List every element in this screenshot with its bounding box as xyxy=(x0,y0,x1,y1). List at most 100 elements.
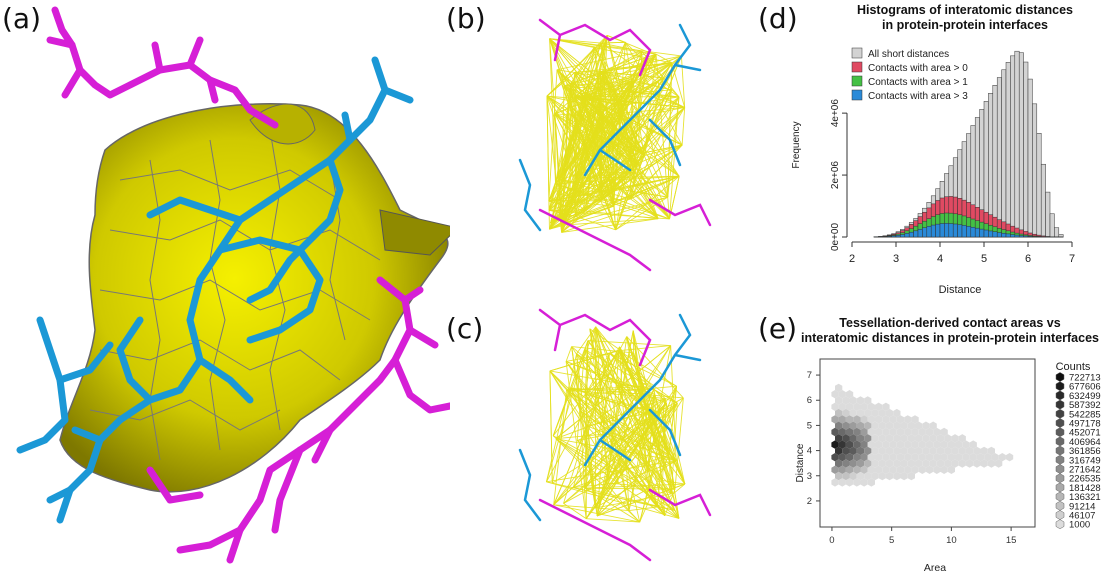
hexbin-cell xyxy=(893,421,901,430)
hexbin-cell xyxy=(842,459,850,468)
hexbin-cell xyxy=(864,446,872,456)
hist-bar xyxy=(891,235,897,238)
hexbin-cell xyxy=(911,440,919,449)
hist-bar xyxy=(886,236,892,238)
hist-bar xyxy=(1058,234,1064,238)
hexbin-cell xyxy=(900,471,908,481)
hexbin-cell xyxy=(893,446,901,456)
blue-chain xyxy=(16,56,414,524)
hexbin-cell xyxy=(893,459,901,468)
hist-bar xyxy=(895,235,901,238)
hexbin-cell xyxy=(904,453,912,462)
hexbin-cell xyxy=(882,415,890,424)
chart-d-title-line2: in protein-protein interfaces xyxy=(882,18,1048,32)
hexbin-cell xyxy=(915,459,923,468)
legend-label: 181428 xyxy=(1069,483,1101,494)
legend-hex xyxy=(1055,464,1065,474)
legend-label: 361856 xyxy=(1069,446,1101,457)
legend-label: 136321 xyxy=(1069,492,1101,503)
legend-label: 1000 xyxy=(1069,520,1090,531)
hexbin-cell xyxy=(951,446,959,456)
hexbin-cell xyxy=(889,453,897,462)
hexbin-cell xyxy=(929,434,937,443)
hexbin-cell xyxy=(958,446,966,456)
hexbin-cell xyxy=(871,446,879,456)
hist-bar xyxy=(983,229,989,238)
legend-hex xyxy=(1055,408,1065,419)
hexbin-cell xyxy=(896,465,905,474)
hexbin-cell xyxy=(831,402,839,411)
panel-label-d: (d) xyxy=(758,2,798,35)
y-tick-label: 2e+06 xyxy=(830,161,841,190)
hexbin-cell xyxy=(955,440,963,449)
hexbin-cell xyxy=(835,396,843,405)
hexbin-cell xyxy=(856,396,865,405)
hexbin-cell xyxy=(885,434,894,443)
legend-hex xyxy=(1055,510,1065,520)
legend-swatch xyxy=(851,61,863,73)
hexbin-cell xyxy=(893,408,901,418)
hexbin-cell xyxy=(882,440,890,449)
hexbin-cell xyxy=(878,471,886,481)
hist-bar xyxy=(1018,235,1024,238)
hist-bar xyxy=(970,226,976,238)
hist-bar xyxy=(1049,213,1055,238)
legend-label: All short distances xyxy=(868,49,949,60)
hexbin-cell xyxy=(940,440,948,449)
x-axis: 2 3 4 5 6 7 xyxy=(849,241,1075,265)
hexbin-cell xyxy=(845,415,854,424)
hexbin-cell xyxy=(965,446,974,456)
hexbin-cell xyxy=(842,408,850,418)
legend-hex xyxy=(1055,372,1065,382)
y-axis: 0e+00 2e+06 4e+06 xyxy=(830,99,848,251)
hexbin-cell xyxy=(853,465,861,474)
hexbin-cell xyxy=(871,471,879,481)
hexbin-cell xyxy=(900,446,908,456)
hexbin-cell xyxy=(856,408,865,418)
y-tick-label: 4e+06 xyxy=(830,99,841,128)
hexbin-cell xyxy=(871,408,879,418)
hexbin-cell xyxy=(849,396,857,405)
hist-bar xyxy=(996,232,1002,238)
hexbin-cell xyxy=(860,453,868,462)
hexbin-cell xyxy=(867,478,875,487)
hist-bar xyxy=(935,223,941,238)
hexbin-cell xyxy=(922,446,930,456)
hexbin-cell xyxy=(947,440,955,449)
legend-label: 91214 xyxy=(1069,501,1095,512)
hexbin-cell xyxy=(871,459,879,468)
x-tick-label: 4 xyxy=(937,253,943,265)
x-tick-label: 7 xyxy=(1069,253,1075,265)
hexbin-cell xyxy=(838,440,846,449)
hexbin-cell xyxy=(947,465,955,474)
panel-a-molecule-illustration xyxy=(16,6,450,564)
hexbin-cell xyxy=(918,453,926,462)
hexbin-cell xyxy=(838,390,846,399)
hexbin-cell xyxy=(940,427,948,437)
hexbin-cell xyxy=(875,415,883,424)
hexbin-cell xyxy=(973,459,981,468)
hexbin-cell xyxy=(875,402,883,411)
hexbin-cell xyxy=(875,453,883,462)
hexbin-cell xyxy=(867,465,875,474)
hexbin-cell xyxy=(958,459,966,468)
hist-bar xyxy=(1040,163,1046,238)
hist-bar xyxy=(948,223,954,238)
legend-hex xyxy=(1055,418,1065,428)
y-tick-label: 6 xyxy=(807,395,812,406)
hexbin-cell xyxy=(904,427,912,437)
hexbin-cell xyxy=(835,408,843,418)
hist-bar xyxy=(917,229,923,238)
hist-bar xyxy=(992,85,998,238)
hexbin-cell xyxy=(878,446,886,456)
hist-bar xyxy=(1010,234,1016,238)
hexbin-cell xyxy=(998,453,1006,462)
hexbin-cell xyxy=(878,421,886,430)
legend-hex xyxy=(1055,381,1065,392)
hist-bar xyxy=(1027,78,1033,238)
hexbin-cell xyxy=(856,471,865,481)
legend-swatch xyxy=(851,47,863,59)
hexbin-cell xyxy=(958,434,966,443)
legend-hex xyxy=(1055,500,1065,511)
hexbin-cell xyxy=(944,459,952,468)
